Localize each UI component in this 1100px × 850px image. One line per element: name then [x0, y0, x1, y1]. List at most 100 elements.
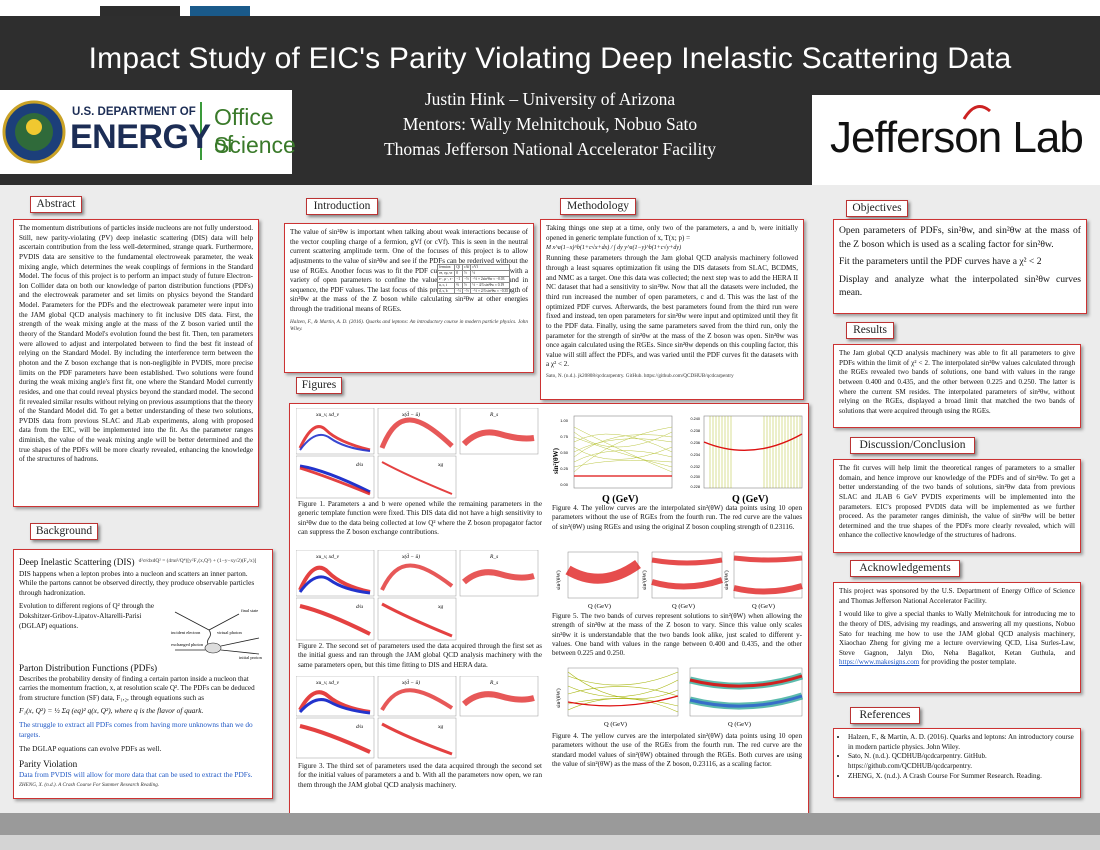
figure-6-caption: Figure 4. The yellow curves are the inte…	[552, 732, 802, 769]
dis-feynman-diagram: incident electron virtual photon final s…	[171, 608, 263, 660]
pv-text: Data from PVDIS will allow for more data…	[19, 770, 253, 780]
figure-1-caption: Figure 1. Parameters a and b were opened…	[298, 500, 542, 537]
figure-4-plots: 1.00 0.75 0.50 0.25 0.00 Q (GeV) sin²(θW…	[552, 415, 803, 504]
footer-strip	[0, 835, 1100, 850]
fig5-plot-b: Q (GeV) sin²(θW)	[641, 551, 723, 610]
fig4-left-plot: 1.00 0.75 0.50 0.25 0.00 Q (GeV) sin²(θW…	[552, 415, 673, 504]
diagram-exchanged-label: exchanged photon	[171, 642, 204, 647]
dglap-note: The DGLAP equations can evolve PDFs as w…	[19, 743, 162, 753]
fig1-panel-d: d/u	[296, 455, 375, 499]
table-cell: e⁻, μ⁻, τ⁻	[436, 275, 456, 283]
fig4-ytick-r: 0.228	[690, 485, 700, 489]
table-cell: −⅓	[454, 287, 463, 295]
figure-1-plots: xu_v, xd_v x(d̄ − ū) R_s d/u xg	[296, 408, 539, 499]
figure-3-caption: Figure 3. The third set of parameters us…	[298, 762, 542, 789]
fig5-xlabel: Q (GeV)	[672, 603, 695, 610]
fig5-plot-c: Q (GeV) sin²(θW)	[723, 551, 803, 610]
doe-office1: Office of	[214, 104, 274, 157]
fig4-right-plot: 0.240 0.238 0.236 0.234 0.232 0.230 0.22…	[690, 415, 803, 504]
table-header-cell: cAf	[461, 264, 472, 271]
reference-item: Halzen, F., & Martin, A. D. (2016). Quar…	[848, 733, 1075, 752]
fig4-ytick: 0.00	[560, 482, 569, 487]
abstract-heading: Abstract	[30, 196, 82, 213]
fig5-plot-a: Q (GeV) sin²(θW)	[555, 551, 641, 610]
facility-line: Thomas Jefferson National Accelerator Fa…	[383, 139, 717, 159]
table-header-cell: cVf	[470, 264, 511, 271]
fig6-xlabel: Q (GeV)	[604, 721, 627, 728]
fig3-label-e: xg	[437, 724, 443, 730]
figure-5-caption: Figure 5. The two bands of curves repres…	[552, 612, 802, 658]
fig4-ytick-r: 0.240	[690, 417, 700, 421]
reference-item: ZHENG, X. (n.d.). A Crash Course For Sum…	[848, 772, 1075, 782]
methodology-panel: Taking things one step at a time, only t…	[540, 219, 804, 400]
fig4-ytick: 0.25	[560, 466, 569, 471]
coupling-table: fermion Qf cAf cVf νe, νμ, ντ 0 ½ ½ e⁻, μ⁻, τ⁻…	[436, 264, 511, 295]
fig2-label-c: R_s	[489, 554, 498, 560]
fig3-label-a: xu_v, xd_v	[315, 680, 340, 686]
dis-title: Deep Inelastic Scattering (DIS)	[19, 557, 135, 567]
table-header-cell: fermion	[436, 264, 456, 271]
background-heading: Background	[30, 523, 98, 540]
top-strip	[0, 0, 1100, 16]
poster-title: Impact Study of EIC's Parity Violating D…	[88, 42, 1012, 75]
fig1-label-b: x(d̄ − ū)	[401, 411, 420, 418]
figures-panel: xu_v, xd_v x(d̄ − ū) R_s d/u xg Figure 1…	[289, 403, 809, 831]
doe-office2: Science	[214, 132, 296, 158]
discussion-heading: Discussion/Conclusion	[850, 437, 975, 454]
fig1-label-c: R_s	[489, 412, 498, 418]
doe-logo: U.S. DEPARTMENT OF ENERGY Office of Scie…	[0, 90, 296, 174]
jlab-swoosh-icon	[962, 105, 991, 120]
mentors-line: Mentors: Wally Melnitchouk, Nobuo Sato	[402, 114, 698, 134]
fig2-label-d: d/u	[356, 604, 363, 610]
fig4-ylabel: sin²(θW)	[552, 447, 560, 474]
diagram-final-label: final state	[241, 608, 258, 613]
fig4-ytick-r: 0.236	[690, 441, 700, 445]
objective-3: Display and analyze what the interpolate…	[839, 273, 1081, 299]
fig2-label-e: xg	[437, 604, 443, 610]
fig4-ytick: 1.00	[560, 418, 569, 423]
ack-thanks-end: for providing the poster template.	[921, 658, 1017, 667]
discussion-panel: The fit curves will help limit the theor…	[833, 459, 1081, 553]
results-heading: Results	[846, 322, 894, 339]
figure-6-plots: Q (GeV) sin²(θW) Q (GeV)	[555, 667, 804, 728]
acknowledgements-heading: Acknowledgements	[850, 560, 960, 577]
footer-band	[0, 813, 1100, 835]
jlab-wordmark: Jefferson Lab	[830, 113, 1084, 162]
fig4-ytick-r: 0.234	[690, 453, 700, 457]
objectives-heading: Objectives	[846, 200, 908, 217]
introduction-ref: Halzen, F., & Martin, A. D. (2016). Quar…	[290, 318, 528, 332]
background-ref: ZHENG, X. (n.d.). A Crash Course For Sum…	[19, 781, 160, 788]
figure-2-caption: Figure 2. The second set of parameters u…	[298, 642, 542, 669]
figure-4-caption: Figure 4. The yellow curves are the inte…	[552, 504, 802, 531]
title-banner: Impact Study of EIC's Parity Violating D…	[0, 16, 1100, 89]
methodology-text: Running these parameters through the Jam…	[546, 254, 798, 369]
introduction-panel: fermion Qf cAf cVf νe, νμ, ντ 0 ½ ½ e⁻, μ⁻, τ⁻…	[284, 223, 534, 373]
fig4-ytick-r: 0.232	[690, 465, 700, 469]
top-strip-tab	[100, 6, 180, 16]
abstract-text: The momentum distributions of particles …	[19, 224, 253, 464]
dis-equation: d²σ/dxdQ² = (4πα²/Q⁴)[y²F₁(x,Q²) + (1−y−…	[138, 557, 257, 564]
diagram-virtual-label: virtual photon	[217, 630, 243, 635]
author-line: Justin Hink – University of Arizona	[424, 89, 676, 109]
fig4-ytick-r: 0.238	[690, 429, 700, 433]
fig6-ylabel: sin²(θW)	[555, 688, 562, 708]
fig1-panel-c: R_s	[459, 408, 539, 455]
diagram-initial-label: initial proton	[239, 655, 263, 660]
fig5-ylabel: sin²(θW)	[641, 570, 648, 590]
table-cell: νe, νμ, ντ	[436, 269, 456, 277]
makesigns-link[interactable]: https://www.makesigns.com	[839, 658, 920, 667]
table-cell: ½	[461, 269, 472, 277]
pdf-equation: F₁(x, Q²) = ½ Σq (eq)² q(x, Q²), where q…	[19, 705, 204, 715]
discussion-text: The fit curves will help limit the theor…	[839, 464, 1075, 540]
fig5-xlabel: Q (GeV)	[588, 603, 611, 610]
dis-text: DIS happens when a lepton probes into a …	[19, 568, 255, 598]
ack-sponsor: This project was sponsored by the U.S. D…	[839, 587, 1075, 605]
table-cell: −½	[461, 275, 472, 283]
table-cell: ½ − 4/3 sin²θw ≈ 0.19	[470, 281, 511, 289]
table-cell: d, s, b	[436, 287, 456, 295]
pdf-text: Describes the probability density of fin…	[19, 674, 255, 703]
fig4-ytick-r: 0.230	[690, 475, 700, 479]
fig4-xlabel-left: Q (GeV)	[602, 494, 638, 504]
table-cell: −½ + 2sin²θw ≈ −0.03	[470, 275, 511, 283]
table-cell: ½	[461, 281, 472, 289]
